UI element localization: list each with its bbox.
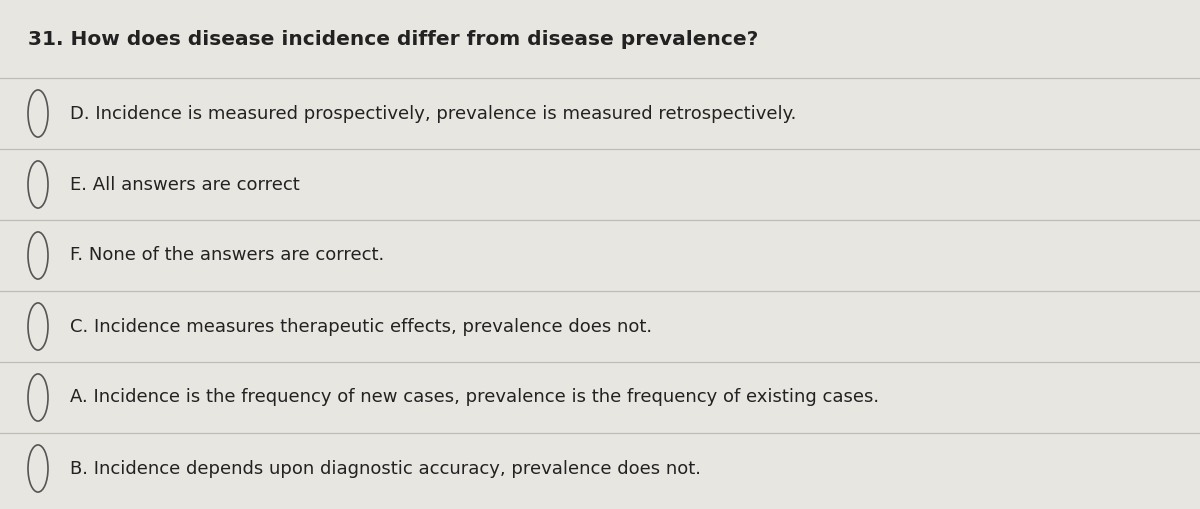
Text: 31. How does disease incidence differ from disease prevalence?: 31. How does disease incidence differ fr… (28, 30, 758, 48)
Text: D. Incidence is measured prospectively, prevalence is measured retrospectively.: D. Incidence is measured prospectively, … (70, 104, 797, 123)
Text: A. Incidence is the frequency of new cases, prevalence is the frequency of exist: A. Incidence is the frequency of new cas… (70, 388, 880, 407)
Text: B. Incidence depends upon diagnostic accuracy, prevalence does not.: B. Incidence depends upon diagnostic acc… (70, 460, 701, 477)
Text: E. All answers are correct: E. All answers are correct (70, 176, 300, 193)
Text: F. None of the answers are correct.: F. None of the answers are correct. (70, 246, 384, 265)
Text: C. Incidence measures therapeutic effects, prevalence does not.: C. Incidence measures therapeutic effect… (70, 318, 652, 335)
